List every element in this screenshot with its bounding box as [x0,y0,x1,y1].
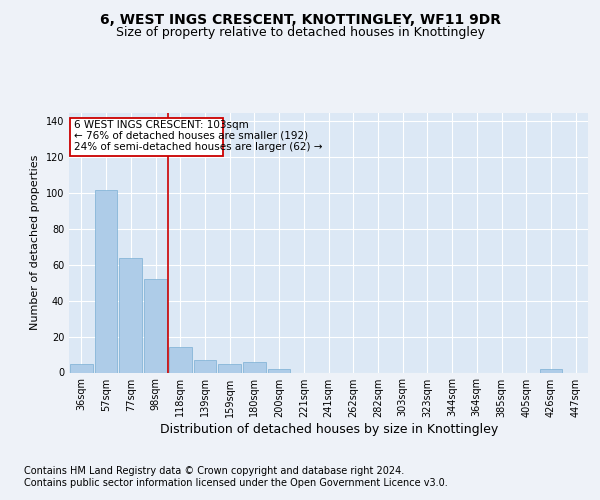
Bar [194,360,216,372]
Bar [243,362,266,372]
Bar [268,369,290,372]
Y-axis label: Number of detached properties: Number of detached properties [30,155,40,330]
Text: ← 76% of detached houses are smaller (192): ← 76% of detached houses are smaller (19… [74,131,308,141]
Text: Contains public sector information licensed under the Open Government Licence v3: Contains public sector information licen… [24,478,448,488]
Bar [539,369,562,372]
Bar [119,258,142,372]
Bar [218,364,241,372]
Bar [169,348,191,372]
Bar [70,364,93,372]
FancyBboxPatch shape [70,118,223,156]
Text: 6, WEST INGS CRESCENT, KNOTTINGLEY, WF11 9DR: 6, WEST INGS CRESCENT, KNOTTINGLEY, WF11… [100,12,500,26]
Text: 6 WEST INGS CRESCENT: 103sqm: 6 WEST INGS CRESCENT: 103sqm [74,120,248,130]
Text: Distribution of detached houses by size in Knottingley: Distribution of detached houses by size … [160,422,498,436]
Text: Size of property relative to detached houses in Knottingley: Size of property relative to detached ho… [115,26,485,39]
Text: Contains HM Land Registry data © Crown copyright and database right 2024.: Contains HM Land Registry data © Crown c… [24,466,404,476]
Text: 24% of semi-detached houses are larger (62) →: 24% of semi-detached houses are larger (… [74,142,322,152]
Bar [95,190,118,372]
Bar [144,280,167,372]
